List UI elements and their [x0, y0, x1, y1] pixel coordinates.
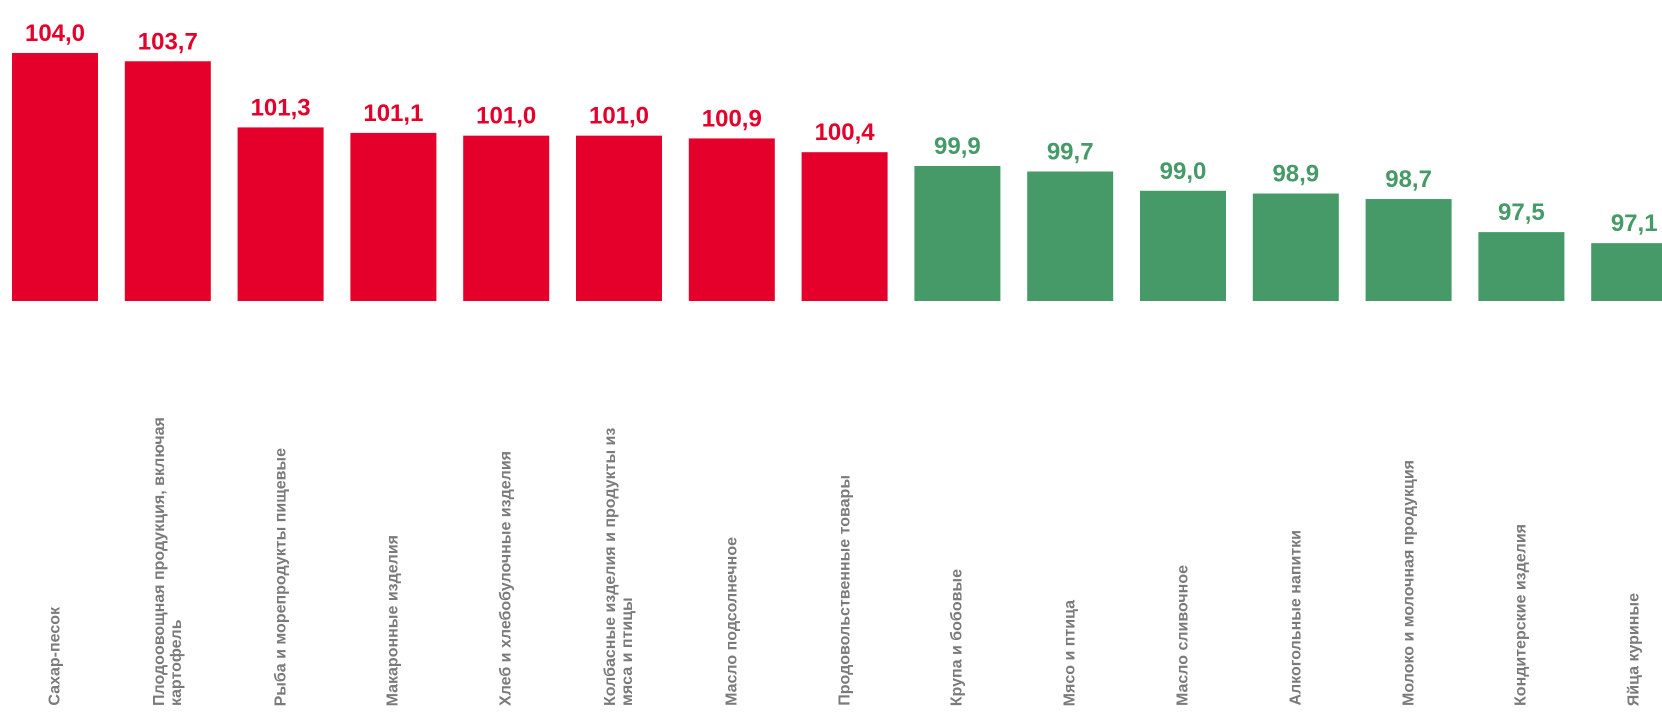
- value-label: 103,7: [138, 28, 198, 55]
- bar: [689, 138, 775, 301]
- value-label: 101,0: [476, 103, 536, 130]
- value-label: 98,7: [1385, 166, 1432, 193]
- value-label: 101,0: [589, 103, 649, 130]
- value-label: 99,7: [1047, 138, 1094, 165]
- value-label: 101,3: [251, 94, 311, 121]
- bar: [238, 127, 324, 301]
- value-label: 97,1: [1611, 210, 1658, 237]
- value-label: 101,1: [363, 100, 423, 127]
- category-label: Алкогольные напитки: [1287, 530, 1304, 706]
- bar: [802, 152, 888, 301]
- category-label: Рыба и морепродукты пищевые: [272, 448, 289, 706]
- category-label: Масло сливочное: [1175, 565, 1192, 706]
- bar: [125, 61, 211, 301]
- category-label: Масло подсолнечное: [723, 537, 740, 706]
- category-label: Продовольственные товары: [836, 475, 853, 706]
- bar: [1027, 171, 1113, 301]
- bar: [463, 136, 549, 301]
- bar: [576, 136, 662, 301]
- bar: [1591, 243, 1662, 301]
- category-label: Колбасные изделия и продукты из мяса и п…: [602, 406, 636, 706]
- value-label: 98,9: [1272, 161, 1319, 188]
- category-label: Хлеб и хлебобулочные изделия: [498, 451, 515, 706]
- value-label: 99,0: [1160, 158, 1207, 185]
- value-label: 104,0: [25, 20, 85, 47]
- category-label: Мясо и птица: [1062, 600, 1079, 706]
- value-label: 99,9: [934, 133, 981, 160]
- category-label: Макаронные изделия: [385, 535, 402, 706]
- bar: [1253, 194, 1339, 301]
- category-label: Крупа и бобовые: [949, 569, 966, 706]
- value-label: 100,4: [815, 119, 876, 146]
- bar: [12, 53, 98, 301]
- category-label: Яйца куриные: [1626, 593, 1643, 706]
- category-label: Плодоовощная продукция, включая картофел…: [151, 406, 185, 706]
- category-label: Сахар-песок: [47, 607, 64, 706]
- bar: [1140, 191, 1226, 301]
- bar: [350, 133, 436, 301]
- chart-page: 104,0 103,7 101,3 101,1 101,0 101,0 100,9 100,4…: [0, 0, 1662, 712]
- bar: [1478, 232, 1564, 301]
- value-label: 100,9: [702, 105, 762, 132]
- value-label: 97,5: [1498, 199, 1545, 226]
- bar: [914, 166, 1000, 301]
- bar: [1366, 199, 1452, 301]
- category-label: Молоко и молочная продукция: [1400, 460, 1417, 706]
- category-label: Кондитерские изделия: [1513, 524, 1530, 706]
